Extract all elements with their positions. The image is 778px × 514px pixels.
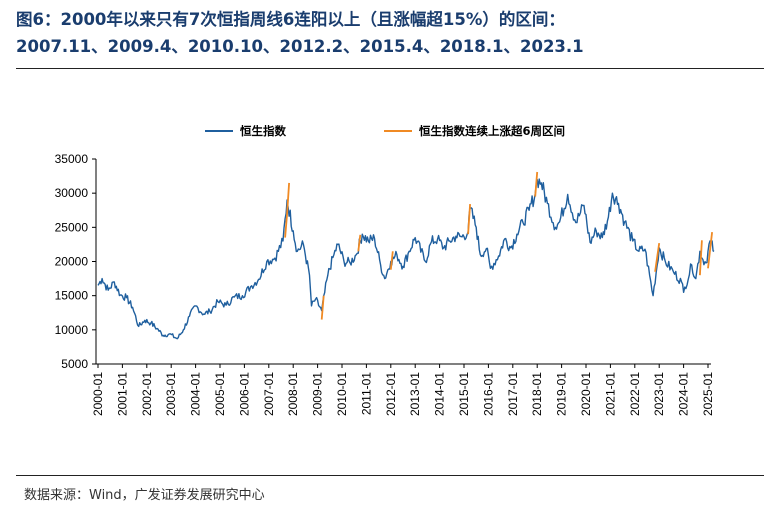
y-tick-label: 15000 (55, 289, 89, 303)
x-tick-label: 2017-01 (506, 372, 520, 416)
x-tick-label: 2011-01 (359, 372, 373, 415)
data-source-note: 数据来源：Wind，广发证券发展研究中心 (24, 488, 265, 503)
x-tick-label: 2018-01 (530, 372, 544, 416)
x-tick-label: 2021-01 (603, 372, 617, 416)
x-tick-label: 2003-01 (164, 372, 178, 416)
streak-segment-5 (467, 204, 471, 235)
x-tick-label: 2000-01 (91, 372, 105, 416)
streak-segment-6 (534, 171, 539, 197)
streak-segment-8 (699, 240, 703, 276)
x-tick-label: 2006-01 (237, 372, 251, 416)
top-divider (16, 68, 764, 69)
x-tick-label: 2007-01 (262, 372, 276, 416)
streak-segment-7 (654, 242, 661, 272)
x-tick-label: 2005-01 (213, 372, 227, 416)
legend-label-hsi: 恒生指数 (240, 124, 286, 138)
x-tick-label: 2014-01 (433, 372, 447, 416)
chart-axes: 5000 10000 15000 20000 25000 30000 35000 2000-0… (55, 152, 715, 416)
x-tick-label: 2025-01 (701, 372, 715, 416)
y-tick-label: 25000 (55, 220, 89, 234)
series-line-hsi (97, 178, 715, 340)
x-tick-label: 2008-01 (286, 372, 300, 416)
y-tick-label: 20000 (55, 255, 89, 269)
bottom-divider (16, 475, 764, 476)
streak-segment-1 (284, 182, 290, 238)
figure-subtitle: 2007.11、2009.4、2010.10、2012.2、2015.4、201… (16, 37, 584, 56)
x-tick-label: 2012-01 (384, 372, 398, 416)
x-tick-label: 2013-01 (408, 372, 422, 416)
x-tick-label: 2022-01 (628, 372, 642, 416)
x-tick-label: 2002-01 (140, 372, 154, 416)
x-tick-label: 2001-01 (115, 372, 129, 416)
streak-segment-3 (357, 234, 362, 252)
x-tick-label: 2015-01 (457, 372, 471, 416)
x-tick-label: 2019-01 (555, 372, 569, 416)
legend-label-streak: 恒生指数连续上涨超6周区间 (419, 124, 565, 138)
y-tick-label: 5000 (61, 357, 88, 371)
x-tick-label: 2016-01 (481, 372, 495, 416)
streak-segment-2 (320, 295, 325, 320)
x-tick-label: 2023-01 (652, 372, 666, 416)
streak-segment-9 (707, 231, 713, 269)
x-tick-label: 2009-01 (311, 372, 325, 416)
x-tick-label: 2010-01 (335, 372, 349, 416)
y-tick-label: 10000 (55, 323, 89, 337)
streak-segment-4 (389, 251, 394, 270)
y-tick-label: 30000 (55, 186, 89, 200)
x-tick-label: 2004-01 (189, 372, 203, 416)
chart-series (97, 171, 715, 340)
figure-title-block: 图6：2000年以来只有7次恒指周线6连阳以上（且涨幅超15%）的区间： 200… (16, 6, 764, 60)
y-tick-label: 35000 (55, 152, 89, 166)
figure-title: 图6：2000年以来只有7次恒指周线6连阳以上（且涨幅超15%）的区间： (16, 10, 565, 29)
chart-legend: 恒生指数 恒生指数连续上涨超6周区间 (205, 124, 565, 138)
x-tick-label: 2020-01 (579, 372, 593, 416)
x-tick-label: 2024-01 (677, 372, 691, 416)
